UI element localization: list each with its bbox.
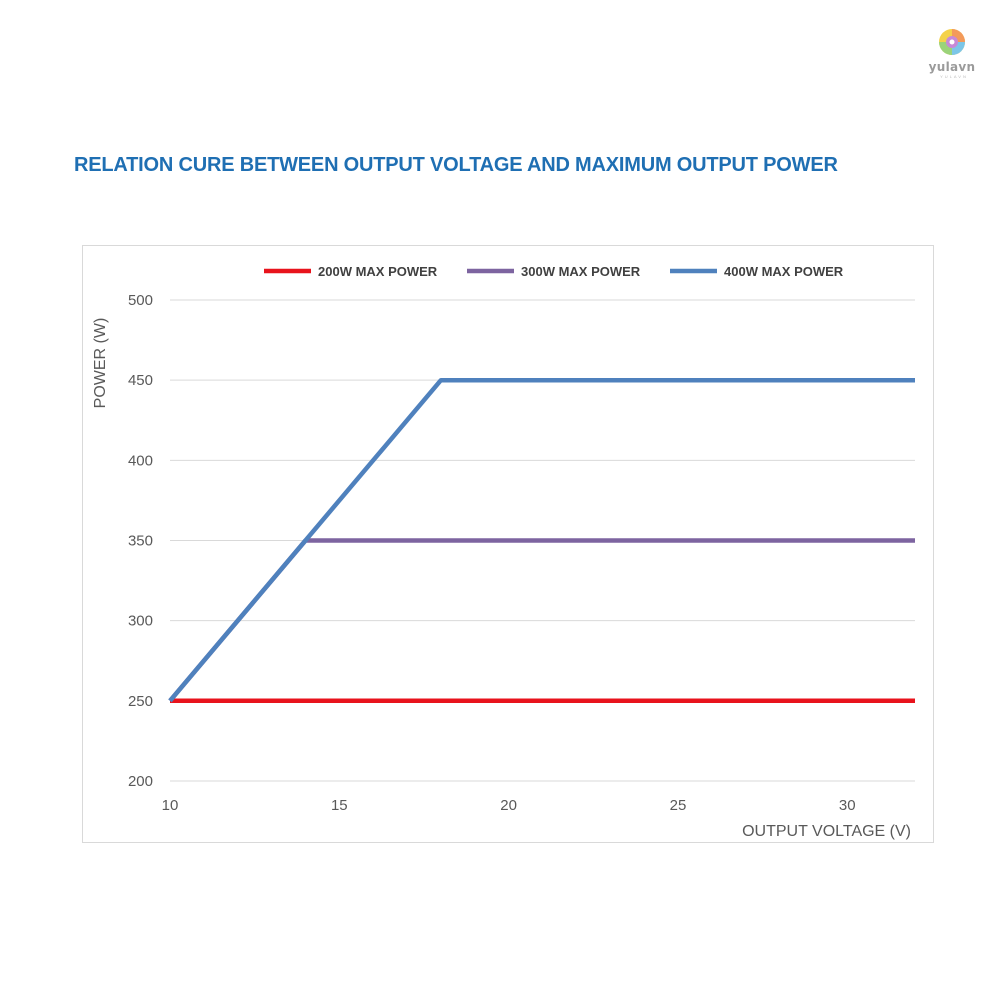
y-tick-label: 250 bbox=[128, 693, 153, 710]
chart-frame: 200 250 300 350 400 450 500 10 15 20 25 30 OUTPUT VO… bbox=[82, 245, 934, 843]
x-axis-title: OUTPUT VOLTAGE (V) bbox=[742, 823, 911, 840]
x-tick-label: 30 bbox=[839, 797, 856, 814]
page-title: RELATION CURE BETWEEN OUTPUT VOLTAGE AND… bbox=[74, 154, 838, 176]
legend-label-1: 200W MAX POWER bbox=[318, 264, 438, 279]
x-tick-label: 25 bbox=[670, 797, 687, 814]
y-tick-label: 300 bbox=[128, 613, 153, 630]
series-line-3 bbox=[168, 377, 915, 703]
line-chart: 200 250 300 350 400 450 500 10 15 20 25 30 OUTPUT VO… bbox=[92, 264, 915, 840]
y-axis-title: POWER (W) bbox=[92, 318, 109, 409]
y-tick-label: 400 bbox=[128, 452, 153, 469]
legend-label-3: 400W MAX POWER bbox=[724, 264, 844, 279]
brand-logo bbox=[922, 22, 982, 82]
x-tick-label: 15 bbox=[331, 797, 348, 814]
y-tick-label: 350 bbox=[128, 533, 153, 550]
y-tick-label: 500 bbox=[128, 292, 153, 309]
y-tick-label: 200 bbox=[128, 773, 153, 790]
x-tick-label: 20 bbox=[500, 797, 517, 814]
x-tick-label: 10 bbox=[162, 797, 179, 814]
legend-label-2: 300W MAX POWER bbox=[521, 264, 641, 279]
y-tick-label: 450 bbox=[128, 372, 153, 389]
brand-name: yulavn bbox=[928, 60, 976, 74]
brand-subtext: YULAVN bbox=[940, 74, 968, 79]
logo-mark-icon bbox=[939, 29, 965, 55]
